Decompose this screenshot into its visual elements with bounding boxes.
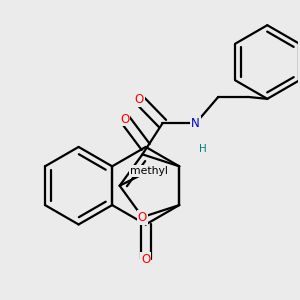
Text: O: O: [120, 112, 129, 125]
Text: H: H: [199, 144, 206, 154]
Text: O: O: [141, 253, 150, 266]
Text: O: O: [135, 93, 144, 106]
Text: O: O: [138, 211, 147, 224]
Text: methyl: methyl: [130, 166, 168, 176]
Text: N: N: [191, 117, 200, 130]
